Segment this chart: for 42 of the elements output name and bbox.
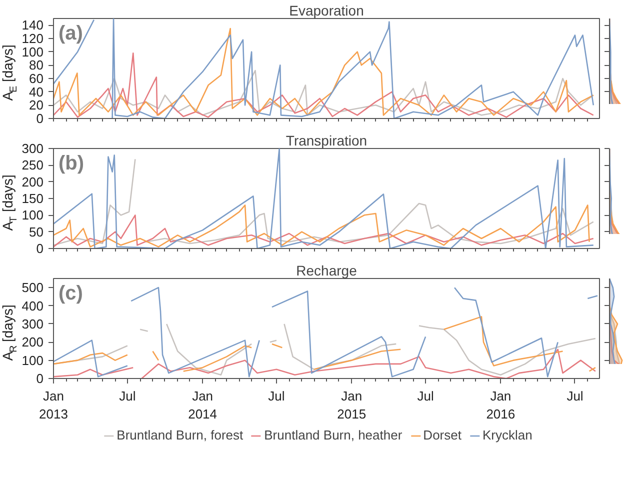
- y-tick-label: 100: [22, 352, 44, 368]
- legend-label: Dorset: [423, 428, 462, 442]
- legend-label: Bruntland Burn, heather: [264, 428, 402, 442]
- y-tick-label: 500: [22, 280, 44, 296]
- legend-label: Bruntland Burn, forest: [116, 428, 244, 442]
- x-tick-label: Jan 2015: [337, 388, 366, 422]
- x-tick-label: Jan 2016: [486, 388, 516, 422]
- y-tick-label: 400: [22, 298, 44, 314]
- chart-title: Evaporation: [289, 2, 364, 18]
- y-tick-label: 300: [22, 316, 44, 332]
- x-tick-label: Jul: [566, 388, 584, 404]
- y-tick-label: 100: [22, 208, 44, 223]
- legend-label: Krycklan: [482, 428, 532, 442]
- y-axis-title: AR [days]: [0, 304, 20, 361]
- chart-title: Transpiration: [286, 132, 368, 148]
- x-tick-label: Jul: [417, 388, 434, 404]
- y-tick-label: 80: [29, 58, 44, 73]
- y-tick-label: 0: [36, 371, 44, 386]
- annotation: (b): [58, 152, 84, 174]
- y-tick-label: 200: [22, 174, 44, 190]
- annotation: (a): [58, 22, 83, 44]
- x-tick-label: Jan 2014: [188, 388, 218, 422]
- y-tick-label: 0: [36, 111, 44, 126]
- x-tick-label: Jul: [268, 388, 285, 404]
- y-tick-label: 150: [22, 191, 44, 206]
- y-tick-label: 60: [29, 71, 44, 86]
- y-axis-title: AE [days]: [0, 44, 20, 101]
- chart-title: Recharge: [296, 262, 358, 278]
- y-tick-label: 100: [22, 44, 44, 60]
- y-axis-title: AT [days]: [0, 174, 20, 231]
- x-tick-label: Jan 2013: [39, 388, 68, 422]
- y-tick-label: 40: [29, 84, 44, 100]
- y-tick-label: 300: [22, 141, 44, 156]
- y-tick-label: 0: [36, 241, 44, 256]
- x-tick-label: Jul: [119, 388, 136, 404]
- annotation: (c): [58, 282, 83, 304]
- y-tick-label: 20: [29, 98, 44, 113]
- y-tick-label: 250: [22, 158, 44, 173]
- y-tick-label: 200: [22, 334, 44, 350]
- y-tick-label: 50: [29, 224, 44, 240]
- y-tick-label: 120: [22, 31, 44, 46]
- y-tick-label: 140: [22, 18, 44, 33]
